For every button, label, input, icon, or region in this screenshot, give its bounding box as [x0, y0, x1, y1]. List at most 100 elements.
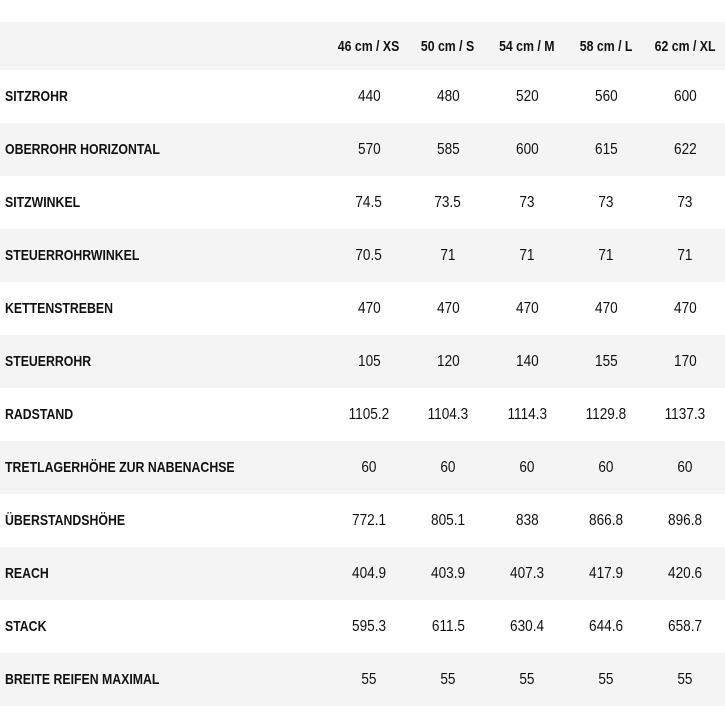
cell-value: 55 — [566, 653, 646, 706]
row-label-text: REACH — [5, 565, 49, 582]
column-header-text: 54 cm / M — [499, 37, 555, 55]
cell-value-text: 60 — [440, 458, 456, 476]
table-row: ÜBERSTANDSHÖHE 772.1 805.1 838 866.8 896.8 — [0, 494, 725, 547]
row-label: TRETLAGERHÖHE ZUR NABENACHSE — [5, 441, 285, 494]
cell-value-text: 60 — [677, 458, 693, 476]
cell-value: 560 — [566, 70, 646, 123]
cell-value-text: 73 — [677, 193, 693, 211]
cell-value: 866.8 — [566, 494, 646, 547]
cell-value-text: 73.5 — [434, 193, 462, 211]
table-row: RADSTAND 1105.2 1104.3 1114.3 1129.8 1137.3 — [0, 388, 725, 441]
cell-value-text: 60 — [598, 458, 614, 476]
cell-value: 570 — [329, 123, 409, 176]
geometry-table: 46 cm / XS 50 cm / S 54 cm / M 58 cm / L 62 … — [0, 22, 725, 706]
cell-value: 71 — [566, 229, 646, 282]
cell-value: 73 — [645, 176, 725, 229]
cell-value-text: 644.6 — [588, 617, 624, 635]
cell-value: 615 — [566, 123, 646, 176]
cell-value-text: 622 — [673, 140, 697, 158]
column-header: 46 cm / XS — [329, 22, 409, 70]
row-label: SITZWINKEL — [5, 176, 97, 229]
row-label: STEUERROHR — [5, 335, 110, 388]
cell-value: 60 — [487, 441, 567, 494]
row-label: BREITE REIFEN MAXIMAL — [5, 653, 193, 706]
cell-value: 73 — [487, 176, 567, 229]
table-row: KETTENSTREBEN 470 470 470 470 470 — [0, 282, 725, 335]
row-label-text: OBERROHR HORIZONTAL — [5, 141, 160, 158]
cell-value: 630.4 — [487, 600, 567, 653]
table-row: REACH 404.9 403.9 407.3 417.9 420.6 — [0, 547, 725, 600]
cell-value: 470 — [566, 282, 646, 335]
row-label-text: STACK — [5, 618, 47, 635]
cell-value: 470 — [645, 282, 725, 335]
cell-value-text: 73 — [519, 193, 535, 211]
cell-value: 403.9 — [408, 547, 488, 600]
table-row: SITZWINKEL 74.5 73.5 73 73 73 — [0, 176, 725, 229]
cell-value: 1105.2 — [329, 388, 409, 441]
cell-value: 71 — [487, 229, 567, 282]
header-row: 46 cm / XS 50 cm / S 54 cm / M 58 cm / L 62 … — [0, 22, 725, 70]
cell-value: 71 — [408, 229, 488, 282]
cell-value: 805.1 — [408, 494, 488, 547]
column-header: 62 cm / XL — [645, 22, 725, 70]
cell-value: 600 — [487, 123, 567, 176]
cell-value-text: 1105.2 — [348, 405, 390, 423]
cell-value: 1129.8 — [566, 388, 646, 441]
row-label-text: TRETLAGERHÖHE ZUR NABENACHSE — [5, 459, 235, 476]
cell-value: 838 — [487, 494, 567, 547]
cell-value: 440 — [329, 70, 409, 123]
cell-value: 611.5 — [408, 600, 488, 653]
cell-value-text: 585 — [436, 140, 460, 158]
cell-value-text: 600 — [673, 87, 697, 105]
column-header-text: 58 cm / L — [579, 37, 633, 55]
cell-value-text: 73 — [598, 193, 614, 211]
row-label: SITZROHR — [5, 70, 82, 123]
cell-value-text: 55 — [519, 670, 535, 688]
cell-value: 417.9 — [566, 547, 646, 600]
row-label-text: BREITE REIFEN MAXIMAL — [5, 671, 160, 688]
cell-value: 74.5 — [329, 176, 409, 229]
cell-value-text: 1114.3 — [507, 405, 547, 423]
cell-value-text: 420.6 — [667, 564, 703, 582]
cell-value: 55 — [645, 653, 725, 706]
cell-value: 120 — [408, 335, 488, 388]
cell-value-text: 440 — [357, 87, 381, 105]
row-label-text: KETTENSTREBEN — [5, 300, 113, 317]
cell-value-text: 60 — [519, 458, 535, 476]
cell-value: 404.9 — [329, 547, 409, 600]
cell-value-text: 1104.3 — [427, 405, 469, 423]
cell-value: 622 — [645, 123, 725, 176]
cell-value: 55 — [408, 653, 488, 706]
cell-value: 1104.3 — [408, 388, 488, 441]
cell-value: 55 — [329, 653, 409, 706]
cell-value-text: 120 — [436, 352, 460, 370]
cell-value: 1114.3 — [487, 388, 567, 441]
cell-value-text: 611.5 — [431, 617, 465, 635]
cell-value-text: 658.7 — [667, 617, 703, 635]
cell-value-text: 60 — [361, 458, 377, 476]
cell-value-text: 630.4 — [509, 617, 545, 635]
row-label: ÜBERSTANDSHÖHE — [5, 494, 151, 547]
cell-value: 71 — [645, 229, 725, 282]
table-row: OBERROHR HORIZONTAL 570 585 600 615 622 — [0, 123, 725, 176]
cell-value-text: 470 — [436, 299, 460, 317]
cell-value: 470 — [487, 282, 567, 335]
column-header-text: 62 cm / XL — [654, 37, 716, 55]
cell-value-text: 805.1 — [430, 511, 466, 529]
cell-value: 170 — [645, 335, 725, 388]
cell-value-text: 74.5 — [355, 193, 383, 211]
cell-value: 140 — [487, 335, 567, 388]
cell-value-text: 55 — [361, 670, 377, 688]
column-header: 50 cm / S — [408, 22, 488, 70]
cell-value: 60 — [329, 441, 409, 494]
row-label: REACH — [5, 547, 58, 600]
cell-value-text: 403.9 — [430, 564, 466, 582]
cell-value: 105 — [329, 335, 409, 388]
table-row: SITZROHR 440 480 520 560 600 — [0, 70, 725, 123]
cell-value: 896.8 — [645, 494, 725, 547]
table-row: STEUERROHR 105 120 140 155 170 — [0, 335, 725, 388]
cell-value: 60 — [566, 441, 646, 494]
table-row: BREITE REIFEN MAXIMAL 55 55 55 55 55 — [0, 653, 725, 706]
cell-value: 470 — [329, 282, 409, 335]
